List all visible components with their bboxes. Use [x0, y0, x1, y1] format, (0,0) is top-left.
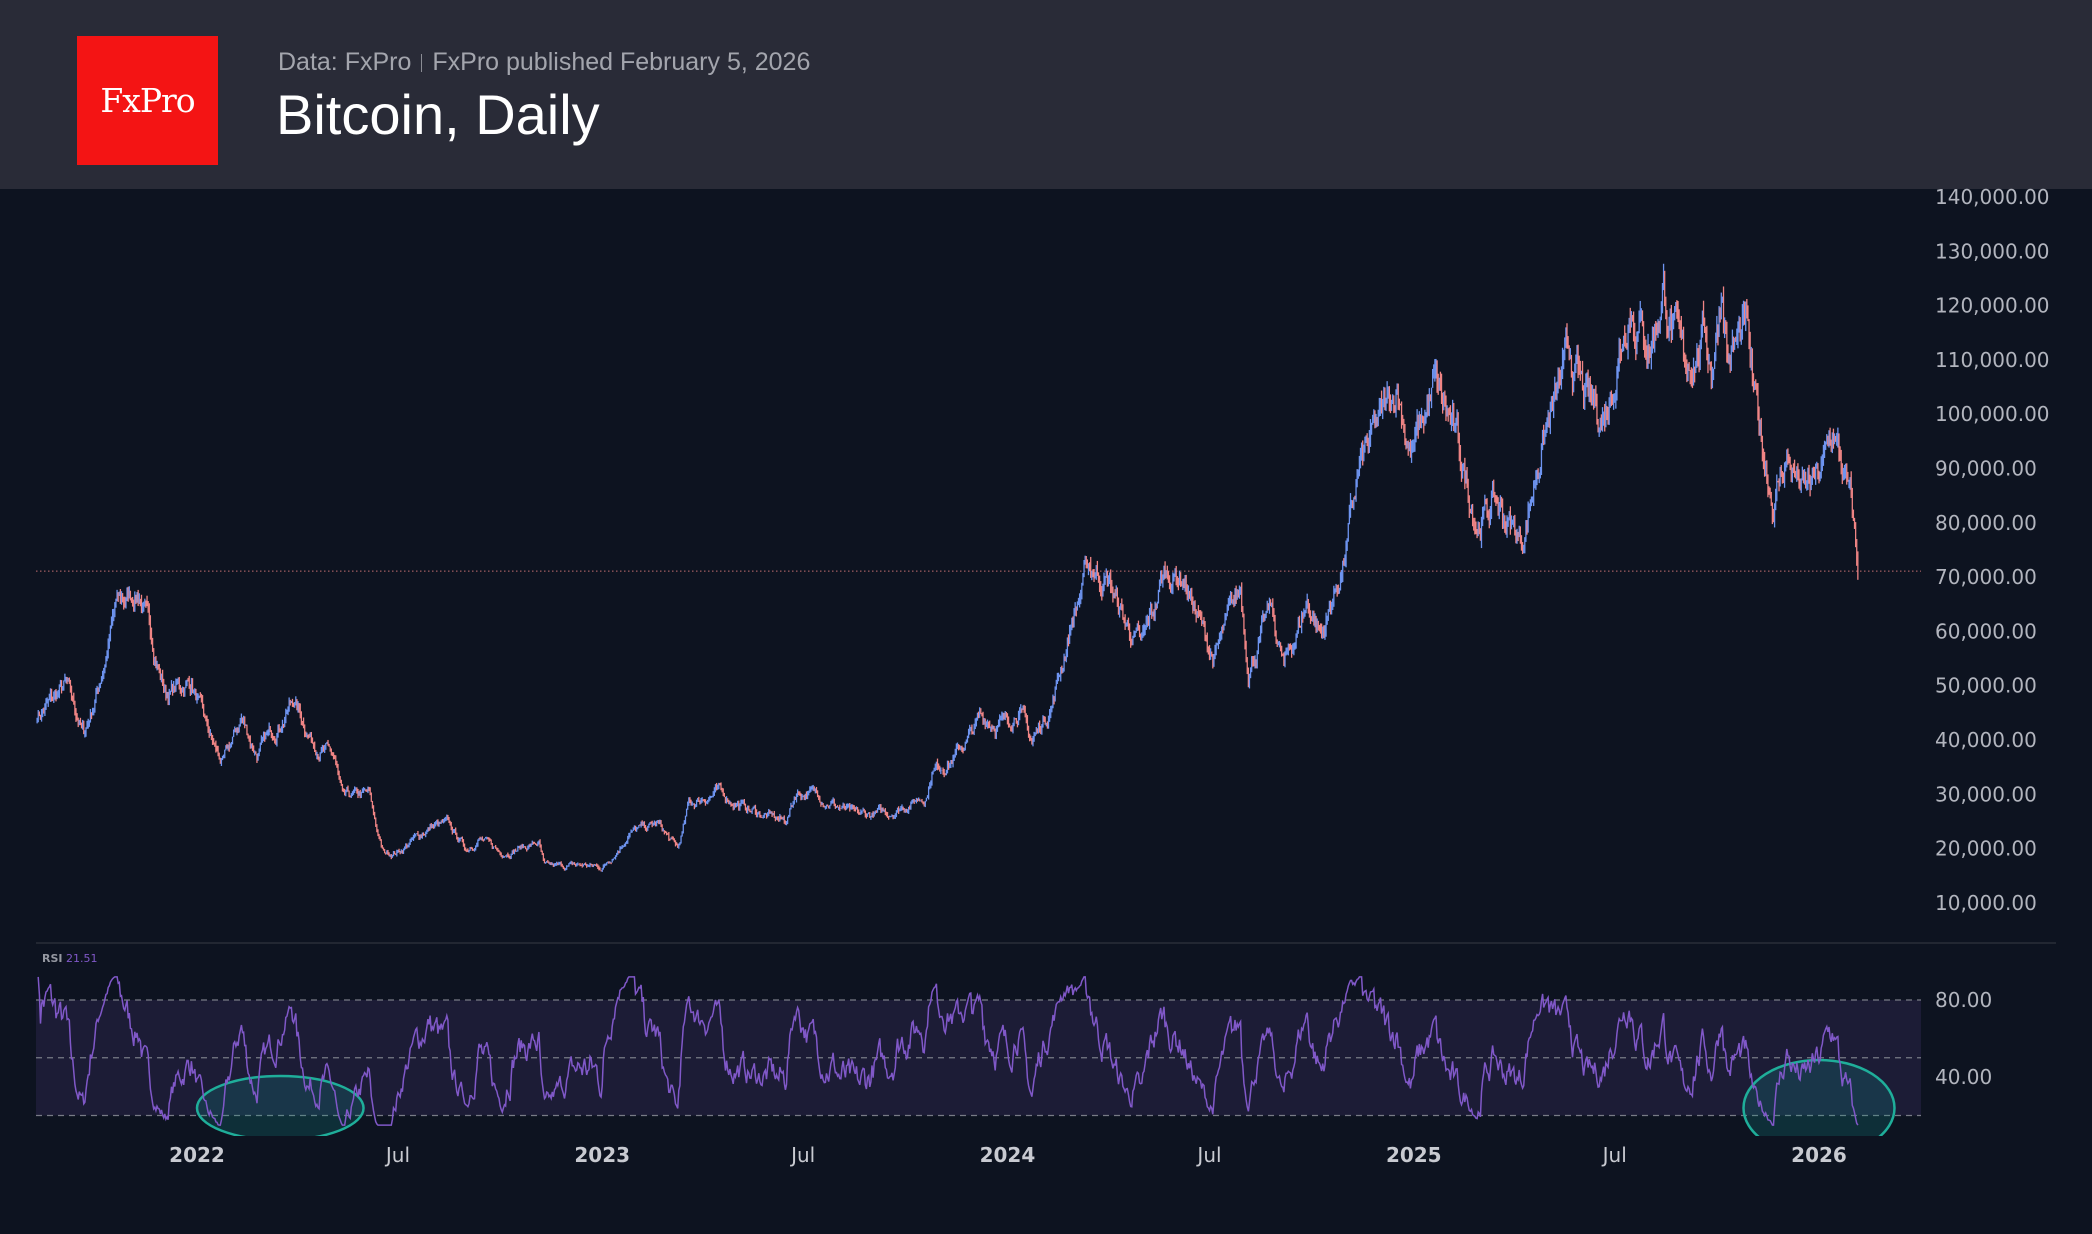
fxpro-logo: FxPro [77, 36, 218, 165]
header: FxPro Data: FxPro FxPro published Februar… [0, 0, 2092, 189]
subtitle: Data: FxPro FxPro published February 5, 2… [278, 48, 810, 77]
price-axis-label: 40,000.00 [1935, 728, 2037, 752]
axes: 140,000.00 130,000.00 120,000.00 110,000.00… [169, 185, 2049, 1167]
price-axis-label: 50,000.00 [1935, 674, 2037, 698]
price-axis-label: 10,000.00 [1935, 891, 2037, 915]
rsi-pane: RSI 21.51 [36, 942, 2056, 1136]
price-axis-label: 110,000.00 [1935, 348, 2050, 372]
price-axis-label: 90,000.00 [1935, 457, 2037, 481]
price-axis-label: 100,000.00 [1935, 402, 2050, 426]
time-axis-label: Jul [789, 1143, 815, 1167]
rsi-band-background [36, 1000, 1921, 1116]
price-pane [36, 263, 1921, 872]
price-axis-label: 70,000.00 [1935, 565, 2037, 589]
data-source: Data: FxPro [278, 48, 412, 76]
rsi-axis-label: 80.00 [1935, 988, 1992, 1012]
time-axis-label: Jul [384, 1143, 410, 1167]
time-axis-label: 2022 [169, 1143, 225, 1167]
divider [421, 54, 423, 72]
time-axis-label: 2024 [980, 1143, 1036, 1167]
time-axis-label: 2026 [1791, 1143, 1847, 1167]
price-axis-label: 30,000.00 [1935, 782, 2037, 806]
published-date: FxPro published February 5, 2026 [432, 48, 811, 76]
price-axis-label: 60,000.00 [1935, 619, 2037, 643]
rsi-axis-label: 40.00 [1935, 1065, 1992, 1089]
rsi-line [37, 976, 1859, 1126]
price-axis-label: 140,000.00 [1935, 185, 2050, 209]
logo-text: FxPro [100, 81, 195, 120]
price-axis-label: 80,000.00 [1935, 511, 2037, 535]
oversold-highlight-ellipse [195, 1074, 365, 1136]
oversold-highlight-ellipse [1742, 1058, 1896, 1136]
price-axis-label: 20,000.00 [1935, 837, 2037, 861]
rsi-value: 21.51 [66, 952, 98, 965]
price-axis-label: 130,000.00 [1935, 239, 2050, 263]
time-axis-label: Jul [1195, 1143, 1221, 1167]
price-axis-label: 120,000.00 [1935, 294, 2050, 318]
time-axis-label: 2025 [1386, 1143, 1442, 1167]
chart-title: Bitcoin, Daily [276, 83, 600, 146]
time-axis-label: Jul [1601, 1143, 1627, 1167]
time-axis-label: 2023 [574, 1143, 630, 1167]
rsi-label: RSI [42, 952, 63, 965]
